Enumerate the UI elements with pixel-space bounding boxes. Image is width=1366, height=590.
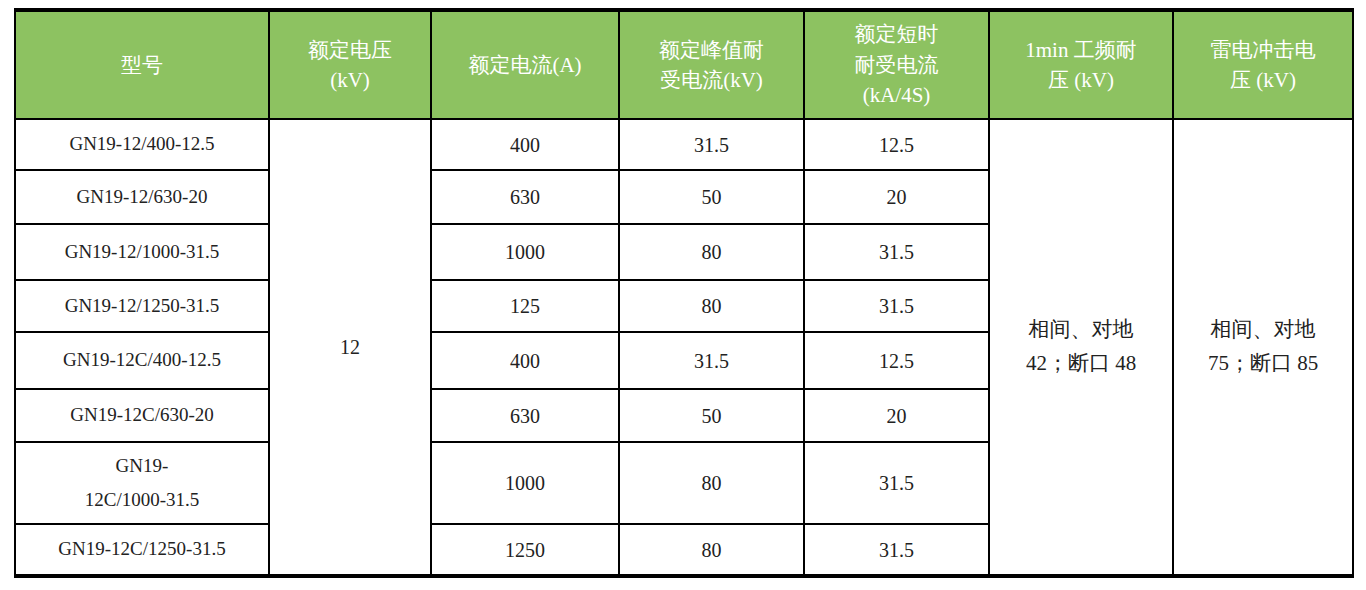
rated-voltage-merged-cell: 12	[269, 119, 431, 576]
col-header-short-time-withstand-current: 额定短时 耐受电流 (kA/4S)	[804, 10, 989, 119]
header-row: 型号 额定电压 (kV) 额定电流(A) 额定峰值耐 受电流(kV) 额定短时 …	[15, 10, 1353, 119]
model-cell: GN19- 12C/1000-31.5	[15, 442, 269, 524]
model-cell: GN19-12/400-12.5	[15, 119, 269, 170]
power-frequency-withstand-merged-cell: 相间、对地 42；断口 48	[989, 119, 1173, 576]
col-header-rated-voltage: 额定电压 (kV)	[269, 10, 431, 119]
peak-withstand-cell: 80	[619, 524, 804, 576]
page: 型号 额定电压 (kV) 额定电流(A) 额定峰值耐 受电流(kV) 额定短时 …	[0, 0, 1366, 590]
peak-withstand-cell: 80	[619, 224, 804, 280]
peak-withstand-cell: 31.5	[619, 119, 804, 170]
peak-withstand-cell: 80	[619, 442, 804, 524]
col-header-lightning-impulse-voltage: 雷电冲击电 压 (kV)	[1173, 10, 1353, 119]
rated-current-cell: 630	[431, 389, 619, 442]
spec-table: 型号 额定电压 (kV) 额定电流(A) 额定峰值耐 受电流(kV) 额定短时 …	[14, 8, 1354, 578]
short-time-withstand-cell: 31.5	[804, 442, 989, 524]
rated-current-cell: 1000	[431, 224, 619, 280]
model-cell: GN19-12C/630-20	[15, 389, 269, 442]
short-time-withstand-cell: 20	[804, 389, 989, 442]
rated-current-cell: 1000	[431, 442, 619, 524]
col-header-rated-current: 额定电流(A)	[431, 10, 619, 119]
peak-withstand-cell: 80	[619, 280, 804, 332]
rated-current-cell: 630	[431, 170, 619, 224]
col-header-power-frequency-withstand-voltage: 1min 工频耐 压 (kV)	[989, 10, 1173, 119]
short-time-withstand-cell: 31.5	[804, 280, 989, 332]
short-time-withstand-cell: 12.5	[804, 119, 989, 170]
model-cell: GN19-12/1000-31.5	[15, 224, 269, 280]
short-time-withstand-cell: 31.5	[804, 224, 989, 280]
col-header-peak-withstand-current: 额定峰值耐 受电流(kV)	[619, 10, 804, 119]
rated-current-cell: 400	[431, 332, 619, 389]
rated-current-cell: 400	[431, 119, 619, 170]
short-time-withstand-cell: 12.5	[804, 332, 989, 389]
short-time-withstand-cell: 31.5	[804, 524, 989, 576]
col-header-model: 型号	[15, 10, 269, 119]
rated-current-cell: 1250	[431, 524, 619, 576]
model-cell: GN19-12/630-20	[15, 170, 269, 224]
peak-withstand-cell: 31.5	[619, 332, 804, 389]
model-cell: GN19-12/1250-31.5	[15, 280, 269, 332]
rated-current-cell: 125	[431, 280, 619, 332]
peak-withstand-cell: 50	[619, 389, 804, 442]
lightning-impulse-merged-cell: 相间、对地 75；断口 85	[1173, 119, 1353, 576]
table-row: GN19-12/400-12.5 12 400 31.5 12.5 相间、对地 …	[15, 119, 1353, 170]
model-cell: GN19-12C/400-12.5	[15, 332, 269, 389]
short-time-withstand-cell: 20	[804, 170, 989, 224]
model-cell: GN19-12C/1250-31.5	[15, 524, 269, 576]
peak-withstand-cell: 50	[619, 170, 804, 224]
